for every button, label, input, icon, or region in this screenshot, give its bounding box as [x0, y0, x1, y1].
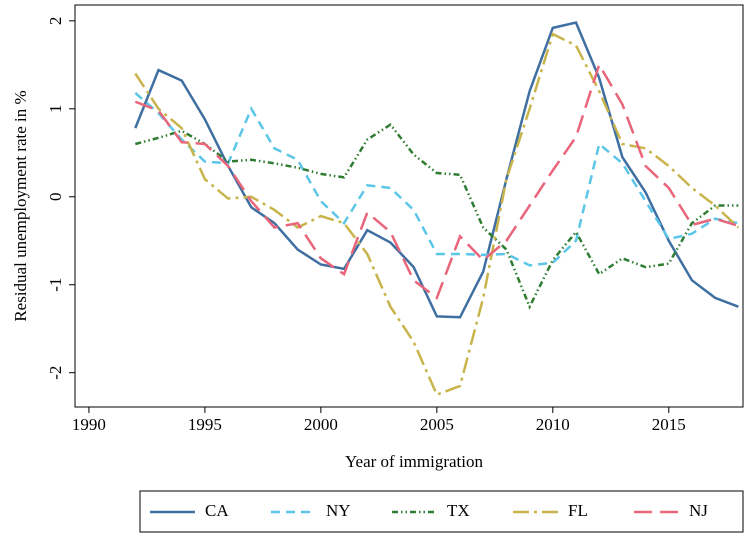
x-tick-label: 1990 [72, 415, 106, 434]
legend-box [139, 490, 744, 533]
series-line [134, 61, 739, 300]
series-line [134, 92, 739, 267]
x-tick-label: 1995 [188, 415, 222, 434]
y-tick-label: 0 [46, 193, 65, 202]
x-axis-title: Year of immigration [345, 452, 484, 471]
series-line [134, 122, 739, 310]
y-tick-label: 1 [46, 105, 65, 114]
y-tick-label: 2 [46, 17, 65, 26]
plot-frame [74, 4, 744, 408]
legend-label: FL [568, 501, 588, 520]
legend-label: NY [326, 501, 351, 520]
series-line [134, 21, 739, 319]
y-tick-label: -2 [46, 366, 65, 380]
x-tick-label: 2015 [652, 415, 686, 434]
x-tick-label: 2005 [420, 415, 454, 434]
y-tick-label: -1 [46, 278, 65, 292]
x-tick-label: 2000 [304, 415, 338, 434]
legend-label: TX [447, 501, 470, 520]
x-tick-label: 2010 [536, 415, 570, 434]
y-axis-title: Residual unemployment rate in % [11, 90, 30, 321]
series-line [134, 32, 740, 397]
legend-label: CA [205, 501, 229, 520]
legend-label: NJ [689, 501, 708, 520]
